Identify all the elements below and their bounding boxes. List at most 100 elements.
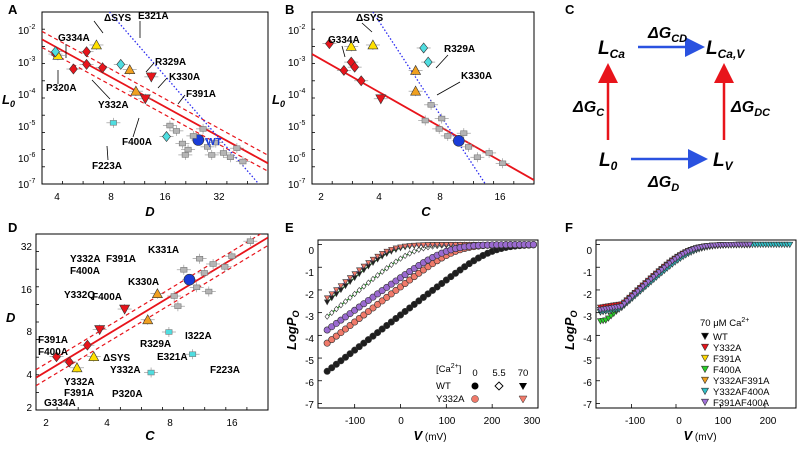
plot-area-d xyxy=(35,233,269,411)
data-point xyxy=(378,297,386,305)
plot-area-b xyxy=(311,11,535,185)
legend-entry-label: WT xyxy=(713,332,728,343)
legend-entry-label: Y332A xyxy=(713,343,742,354)
data-point xyxy=(233,145,241,151)
data-point xyxy=(184,146,192,153)
annotation-r329a: R329A xyxy=(140,339,171,350)
data-point xyxy=(387,290,395,298)
data-point xyxy=(393,258,399,265)
dotted-reference-line xyxy=(108,12,260,184)
y-axis-label-e: LogPO xyxy=(284,310,301,350)
axis-tick-marks xyxy=(311,11,535,185)
data-point xyxy=(452,135,465,147)
data-point xyxy=(166,122,174,129)
annotation-p320a: P320A xyxy=(112,389,143,400)
panel-b: B 2 4 8 16 10-2 10-3 10-4 10-5 10-6 10-7… xyxy=(272,2,535,219)
data-point xyxy=(88,351,100,361)
data-point xyxy=(746,241,754,249)
y-axis-label-a: L0 xyxy=(2,92,15,109)
legend-entry-label: Y332AF400A xyxy=(713,387,770,398)
data-point xyxy=(345,40,357,51)
x-tick-label: 200 xyxy=(484,416,501,427)
data-point xyxy=(420,242,427,249)
axis-tick-marks xyxy=(41,11,269,185)
legend-marker xyxy=(700,398,710,407)
data-point xyxy=(196,255,204,262)
y-tick-label: -3 xyxy=(305,312,314,323)
data-point xyxy=(383,322,391,330)
data-point xyxy=(401,243,409,250)
data-point xyxy=(337,357,345,365)
data-point xyxy=(329,309,335,316)
data-point xyxy=(71,362,83,373)
legend-entry-label: F400A xyxy=(713,365,742,376)
y-tick-label: -7 xyxy=(305,400,314,411)
data-point xyxy=(473,154,481,160)
leader-line xyxy=(177,94,186,105)
data-point xyxy=(401,279,409,287)
y-tick-label: -4 xyxy=(583,334,592,345)
data-point xyxy=(208,152,216,158)
data-point xyxy=(435,126,443,132)
data-point xyxy=(429,286,437,294)
y-tick-label: 10-5 xyxy=(18,120,35,133)
annotation-f400a: F400A xyxy=(38,347,68,358)
data-point xyxy=(383,293,391,301)
data-point xyxy=(438,115,446,122)
annotation-k331a: K331A xyxy=(148,245,179,256)
axis-tick-marks xyxy=(35,233,269,411)
leader-line xyxy=(436,81,461,96)
x-tick-label: 8 xyxy=(108,192,114,203)
legend-marker xyxy=(471,395,479,403)
data-point xyxy=(333,305,339,313)
annotations-b: ΔSYS G334A R329A K330A xyxy=(328,13,492,96)
annotation-p320a: P320A xyxy=(46,83,77,94)
legend-marker xyxy=(700,354,710,363)
x-tick-label: 300 xyxy=(524,416,541,427)
state-lv: LV xyxy=(713,150,734,173)
data-point xyxy=(183,273,196,286)
data-point xyxy=(370,275,376,283)
y-tick-label: 8 xyxy=(26,327,32,338)
data-point xyxy=(360,339,368,347)
data-point xyxy=(199,126,207,132)
legend-row-wt: WT xyxy=(436,381,451,392)
data-point xyxy=(116,58,126,70)
data-point xyxy=(324,313,330,320)
data-point xyxy=(346,322,354,330)
data-point xyxy=(64,356,74,368)
leader-line xyxy=(435,54,449,69)
data-point xyxy=(226,154,234,160)
legend-marker xyxy=(700,376,710,385)
data-point xyxy=(355,343,363,351)
data-point xyxy=(82,46,91,58)
y-tick-label: -1 xyxy=(305,268,314,279)
panel-label-d: D xyxy=(8,220,17,235)
annotation-f400a: F400A xyxy=(70,266,100,277)
label-dg-d: ΔGD xyxy=(647,174,679,194)
data-point xyxy=(193,284,201,291)
data-point xyxy=(352,290,358,298)
data-point xyxy=(485,150,493,156)
data-point xyxy=(365,279,371,286)
y-tick-label: -1 xyxy=(583,268,592,279)
x-tick-label: 8 xyxy=(437,192,443,203)
y-tick-label: 10-2 xyxy=(18,24,35,37)
legend-row-y332a: Y332A xyxy=(436,394,465,405)
data-point xyxy=(209,261,217,267)
x-tick-label: 16 xyxy=(226,418,238,429)
panel-c: C LCa LCa,V L0 LV ΔGCD ΔGC ΔGDC ΔGD xyxy=(565,2,771,194)
data-point xyxy=(346,275,354,282)
y-tick-labels-e: 0 -1 -2 -3 -4 -5 -6 -7 xyxy=(305,246,314,411)
plot-area-a xyxy=(41,11,269,185)
data-point xyxy=(388,247,395,253)
x-tick-label: 0 xyxy=(676,416,682,427)
data-point xyxy=(145,72,157,83)
y-tick-label: -5 xyxy=(583,356,592,367)
data-point xyxy=(162,131,171,143)
data-point xyxy=(374,300,382,308)
annotation-f400a: F400A xyxy=(122,137,152,148)
y-tick-label: 10-7 xyxy=(288,178,305,191)
data-point xyxy=(228,253,236,259)
y-tick-label: -4 xyxy=(305,334,314,345)
